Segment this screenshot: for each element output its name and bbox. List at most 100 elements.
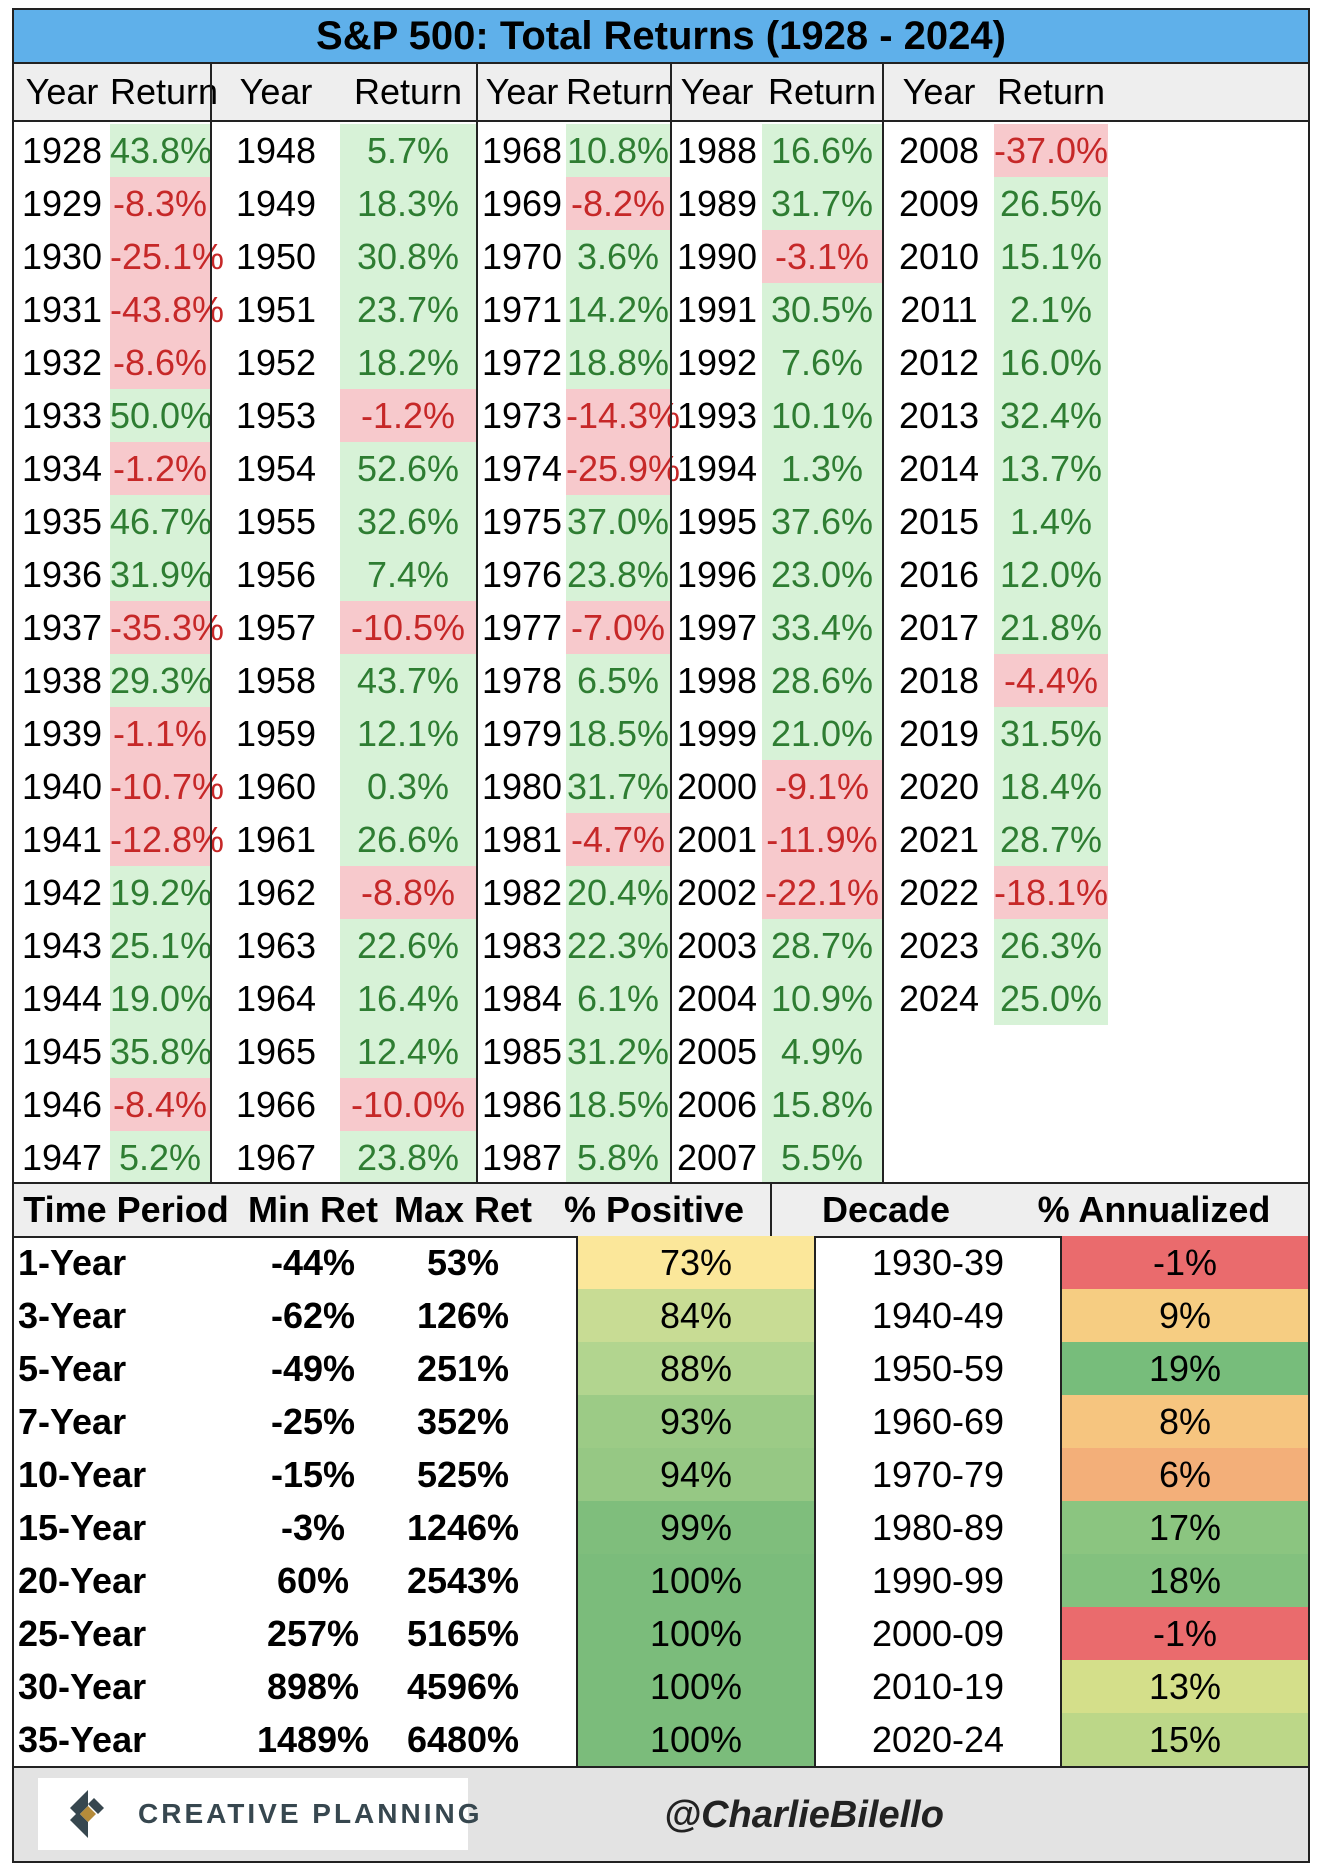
year-cell: 1955	[235, 501, 317, 542]
year-cell: 2022	[898, 872, 980, 913]
return-cell: 1.3%	[762, 442, 882, 495]
year-cell: 1969	[481, 183, 563, 224]
stats-row: 30-Year 898% 4596% 100% 2010-19 13%	[14, 1660, 1308, 1713]
year-cell: 1964	[235, 978, 317, 1019]
return-cell: -37.0%	[994, 124, 1108, 177]
year-cell: 1973	[481, 395, 563, 436]
return-cell: 37.0%	[566, 495, 670, 548]
return-cell: 25.1%	[110, 919, 212, 972]
max-return-cell: 352%	[416, 1401, 510, 1442]
min-return-cell: -44%	[270, 1242, 356, 1283]
time-period-cell: 1-Year	[18, 1242, 127, 1283]
annualized-cell: 17%	[1062, 1501, 1308, 1554]
return-cell: -4.7%	[566, 813, 670, 866]
annualized-cell: 13%	[1062, 1660, 1308, 1713]
stats-header-cell: Min Ret	[248, 1189, 378, 1230]
annualized-cell: 9%	[1062, 1289, 1308, 1342]
return-cell: 26.3%	[994, 919, 1108, 972]
return-cell: -1.1%	[110, 707, 210, 760]
year-cell: 1993	[676, 395, 758, 436]
year-cell: 1980	[481, 766, 563, 807]
year-cell: 2015	[898, 501, 980, 542]
year-cell: 2008	[898, 130, 980, 171]
year-cell: 1951	[235, 289, 317, 330]
return-cell: 16.6%	[762, 124, 882, 177]
decade-cell: 1990-99	[871, 1560, 1005, 1601]
return-cell: 25.0%	[994, 972, 1108, 1025]
year-cell: 1946	[21, 1084, 103, 1125]
return-cell: 18.3%	[340, 177, 476, 230]
max-return-cell: 2543%	[406, 1560, 520, 1601]
min-return-cell: -25%	[270, 1401, 356, 1442]
year-cell: 1934	[21, 448, 103, 489]
year-cell: 2021	[898, 819, 980, 860]
decade-cell: 1950-59	[871, 1348, 1005, 1389]
percent-positive-cell: 99%	[578, 1501, 814, 1554]
return-cell: -11.9%	[762, 813, 882, 866]
year-cell: 2020	[898, 766, 980, 807]
percent-positive-cell: 93%	[578, 1395, 814, 1448]
min-return-cell: 60%	[276, 1560, 350, 1601]
min-return-cell: 257%	[266, 1613, 360, 1654]
return-cell: 31.5%	[994, 707, 1108, 760]
year-cell: 1975	[481, 501, 563, 542]
return-cell: 32.4%	[994, 389, 1108, 442]
return-cell: 7.4%	[340, 548, 476, 601]
decade-cell: 1980-89	[871, 1507, 1005, 1548]
column-header-row: Year Return Year Return Year Return Year Return…	[14, 64, 1308, 122]
return-cell: 30.8%	[340, 230, 476, 283]
return-cell: -10.7%	[110, 760, 224, 813]
return-cell: 5.2%	[110, 1131, 210, 1184]
year-cell: 1928	[21, 130, 103, 171]
year-cell: 2007	[676, 1137, 758, 1178]
return-cell: 21.0%	[762, 707, 882, 760]
return-cell: -7.0%	[566, 601, 670, 654]
stats-header-cell: % Annualized	[1037, 1189, 1271, 1230]
year-cell: 1984	[481, 978, 563, 1019]
stats-header-cell: % Positive	[563, 1189, 745, 1230]
year-cell: 1998	[676, 660, 758, 701]
return-cell: -3.1%	[762, 230, 882, 283]
logo-text: CREATIVE PLANNING	[138, 1798, 483, 1829]
return-cell: -4.4%	[994, 654, 1108, 707]
time-period-cell: 30-Year	[18, 1666, 147, 1707]
year-cell: 1956	[235, 554, 317, 595]
year-cell: 1943	[21, 925, 103, 966]
decade-cell: 2010-19	[871, 1666, 1005, 1707]
percent-positive-cell: 88%	[578, 1342, 814, 1395]
year-cell: 1985	[481, 1031, 563, 1072]
year-column-header: Year	[680, 71, 754, 112]
year-cell: 1958	[235, 660, 317, 701]
year-cell: 1996	[676, 554, 758, 595]
return-cell: 5.8%	[566, 1131, 670, 1184]
time-period-cell: 25-Year	[18, 1613, 147, 1654]
year-cell: 1990	[676, 236, 758, 277]
year-cell: 1962	[235, 872, 317, 913]
max-return-cell: 53%	[426, 1242, 500, 1283]
year-cell: 1999	[676, 713, 758, 754]
year-cell: 1976	[481, 554, 563, 595]
stats-header-cell: Time Period	[23, 1189, 229, 1230]
year-cell: 2012	[898, 342, 980, 383]
year-column-header: Year	[902, 71, 976, 112]
return-cell: -25.1%	[110, 230, 224, 283]
year-cell: 2013	[898, 395, 980, 436]
creative-planning-logo: CREATIVE PLANNING	[38, 1778, 480, 1850]
percent-positive-cell: 100%	[578, 1554, 814, 1607]
return-cell: 43.7%	[340, 654, 476, 707]
year-cell: 1939	[21, 713, 103, 754]
time-period-cell: 5-Year	[18, 1348, 127, 1389]
year-cell: 1992	[676, 342, 758, 383]
return-cell: 10.9%	[762, 972, 882, 1025]
year-cell: 1937	[21, 607, 103, 648]
return-cell: 52.6%	[340, 442, 476, 495]
year-cell: 2018	[898, 660, 980, 701]
annualized-cell: 18%	[1062, 1554, 1308, 1607]
stats-row: 10-Year -15% 525% 94% 1970-79 6%	[14, 1448, 1308, 1501]
return-cell: 28.6%	[762, 654, 882, 707]
year-cell: 1948	[235, 130, 317, 171]
year-cell: 1930	[21, 236, 103, 277]
return-cell: 6.1%	[566, 972, 670, 1025]
year-cell: 1995	[676, 501, 758, 542]
year-cell: 1950	[235, 236, 317, 277]
